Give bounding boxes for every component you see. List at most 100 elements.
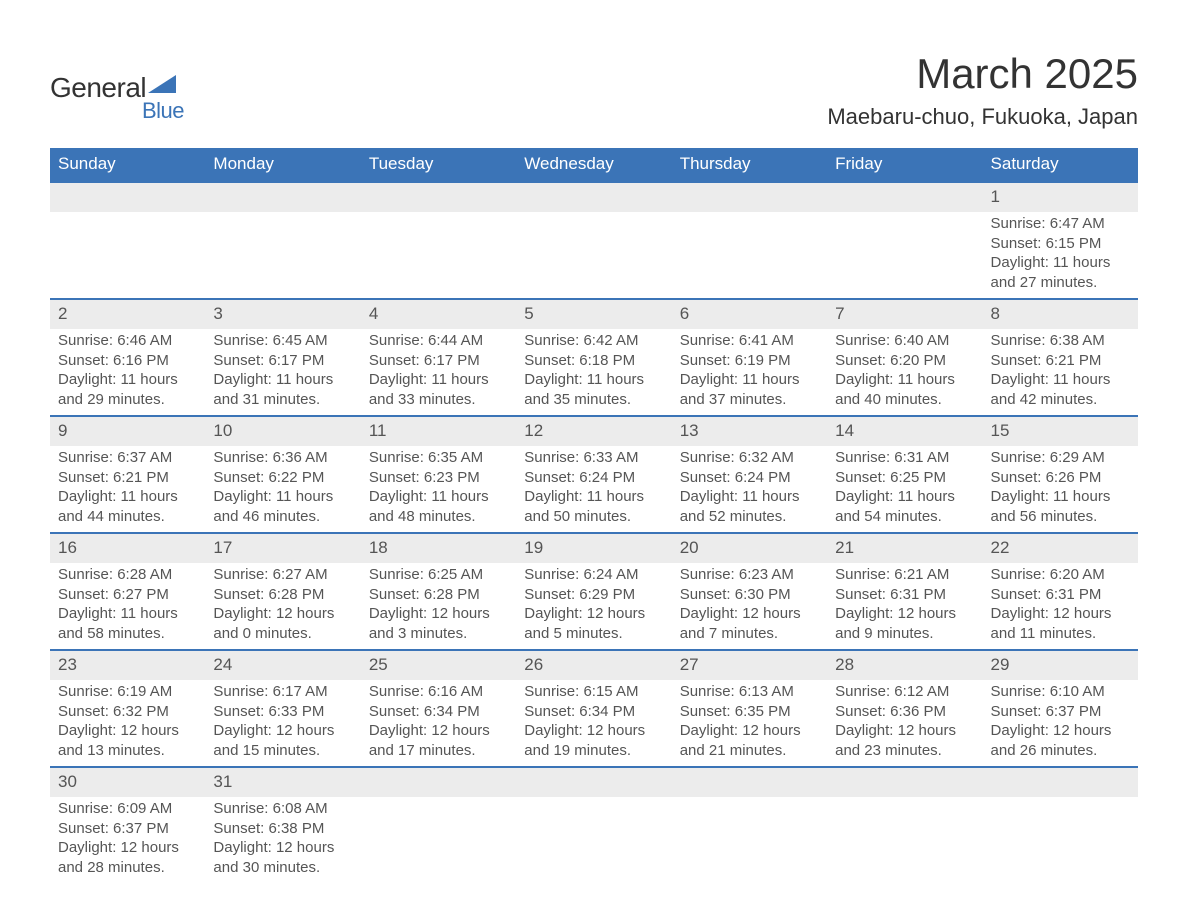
day-data-cell: Sunrise: 6:40 AMSunset: 6:20 PMDaylight:… (827, 329, 982, 416)
day-dl2: and 44 minutes. (58, 507, 197, 527)
day-dl1: Daylight: 11 hours (369, 487, 508, 507)
day-dl1: Daylight: 11 hours (680, 370, 819, 390)
day-number-cell (361, 767, 516, 797)
day-number-cell: 12 (516, 416, 671, 446)
day-dl1: Daylight: 11 hours (991, 370, 1130, 390)
weekday-header: Tuesday (361, 148, 516, 182)
day-ss: Sunset: 6:38 PM (213, 819, 352, 839)
day-number-cell: 3 (205, 299, 360, 329)
day-dl2: and 33 minutes. (369, 390, 508, 410)
day-data-cell: Sunrise: 6:37 AMSunset: 6:21 PMDaylight:… (50, 446, 205, 533)
day-data-cell: Sunrise: 6:09 AMSunset: 6:37 PMDaylight:… (50, 797, 205, 883)
day-dl2: and 26 minutes. (991, 741, 1130, 761)
day-ss: Sunset: 6:36 PM (835, 702, 974, 722)
day-number-row: 23242526272829 (50, 650, 1138, 680)
day-dl2: and 29 minutes. (58, 390, 197, 410)
day-data-cell (516, 797, 671, 883)
day-dl2: and 35 minutes. (524, 390, 663, 410)
day-sr: Sunrise: 6:10 AM (991, 682, 1130, 702)
day-dl2: and 7 minutes. (680, 624, 819, 644)
day-ss: Sunset: 6:17 PM (213, 351, 352, 371)
weekday-header: Monday (205, 148, 360, 182)
day-dl1: Daylight: 12 hours (991, 721, 1130, 741)
day-dl2: and 48 minutes. (369, 507, 508, 527)
day-dl1: Daylight: 11 hours (524, 487, 663, 507)
day-data-cell (983, 797, 1138, 883)
day-dl2: and 0 minutes. (213, 624, 352, 644)
weekday-header: Friday (827, 148, 982, 182)
day-number-cell: 23 (50, 650, 205, 680)
day-number-cell: 17 (205, 533, 360, 563)
day-number-cell: 6 (672, 299, 827, 329)
day-dl2: and 30 minutes. (213, 858, 352, 878)
day-dl1: Daylight: 11 hours (369, 370, 508, 390)
day-sr: Sunrise: 6:29 AM (991, 448, 1130, 468)
day-dl1: Daylight: 12 hours (835, 721, 974, 741)
day-ss: Sunset: 6:35 PM (680, 702, 819, 722)
day-ss: Sunset: 6:34 PM (369, 702, 508, 722)
weekday-header: Wednesday (516, 148, 671, 182)
day-data-cell: Sunrise: 6:24 AMSunset: 6:29 PMDaylight:… (516, 563, 671, 650)
day-data-cell: Sunrise: 6:19 AMSunset: 6:32 PMDaylight:… (50, 680, 205, 767)
day-dl2: and 3 minutes. (369, 624, 508, 644)
day-dl1: Daylight: 12 hours (369, 721, 508, 741)
day-ss: Sunset: 6:27 PM (58, 585, 197, 605)
day-data-cell: Sunrise: 6:35 AMSunset: 6:23 PMDaylight:… (361, 446, 516, 533)
day-sr: Sunrise: 6:16 AM (369, 682, 508, 702)
day-ss: Sunset: 6:24 PM (680, 468, 819, 488)
day-sr: Sunrise: 6:25 AM (369, 565, 508, 585)
day-data-cell: Sunrise: 6:32 AMSunset: 6:24 PMDaylight:… (672, 446, 827, 533)
day-data-cell (516, 212, 671, 299)
day-ss: Sunset: 6:29 PM (524, 585, 663, 605)
day-data-cell (361, 212, 516, 299)
day-number-cell (827, 767, 982, 797)
weekday-header: Saturday (983, 148, 1138, 182)
day-dl2: and 54 minutes. (835, 507, 974, 527)
day-dl1: Daylight: 11 hours (991, 487, 1130, 507)
day-ss: Sunset: 6:30 PM (680, 585, 819, 605)
day-data-cell: Sunrise: 6:08 AMSunset: 6:38 PMDaylight:… (205, 797, 360, 883)
day-dl2: and 21 minutes. (680, 741, 819, 761)
day-data-cell: Sunrise: 6:27 AMSunset: 6:28 PMDaylight:… (205, 563, 360, 650)
day-number-cell: 11 (361, 416, 516, 446)
day-ss: Sunset: 6:24 PM (524, 468, 663, 488)
day-number-cell (827, 182, 982, 212)
day-ss: Sunset: 6:31 PM (835, 585, 974, 605)
day-sr: Sunrise: 6:15 AM (524, 682, 663, 702)
day-number-row: 1 (50, 182, 1138, 212)
day-dl2: and 46 minutes. (213, 507, 352, 527)
day-sr: Sunrise: 6:23 AM (680, 565, 819, 585)
day-data-cell: Sunrise: 6:46 AMSunset: 6:16 PMDaylight:… (50, 329, 205, 416)
day-dl2: and 19 minutes. (524, 741, 663, 761)
day-number-cell: 8 (983, 299, 1138, 329)
day-sr: Sunrise: 6:45 AM (213, 331, 352, 351)
day-number-cell: 18 (361, 533, 516, 563)
day-data-cell: Sunrise: 6:45 AMSunset: 6:17 PMDaylight:… (205, 329, 360, 416)
day-sr: Sunrise: 6:35 AM (369, 448, 508, 468)
day-dl1: Daylight: 11 hours (213, 487, 352, 507)
day-data-cell: Sunrise: 6:29 AMSunset: 6:26 PMDaylight:… (983, 446, 1138, 533)
day-ss: Sunset: 6:34 PM (524, 702, 663, 722)
day-ss: Sunset: 6:19 PM (680, 351, 819, 371)
day-dl2: and 11 minutes. (991, 624, 1130, 644)
day-number-cell: 26 (516, 650, 671, 680)
day-data-cell: Sunrise: 6:38 AMSunset: 6:21 PMDaylight:… (983, 329, 1138, 416)
day-ss: Sunset: 6:18 PM (524, 351, 663, 371)
day-dl2: and 23 minutes. (835, 741, 974, 761)
day-sr: Sunrise: 6:17 AM (213, 682, 352, 702)
brand-logo: General Blue (50, 50, 184, 124)
day-sr: Sunrise: 6:21 AM (835, 565, 974, 585)
calendar-body: 1Sunrise: 6:47 AMSunset: 6:15 PMDaylight… (50, 182, 1138, 883)
day-dl2: and 40 minutes. (835, 390, 974, 410)
day-sr: Sunrise: 6:33 AM (524, 448, 663, 468)
day-data-cell: Sunrise: 6:47 AMSunset: 6:15 PMDaylight:… (983, 212, 1138, 299)
day-number-row: 2345678 (50, 299, 1138, 329)
weekday-header: Thursday (672, 148, 827, 182)
day-number-cell (361, 182, 516, 212)
day-dl1: Daylight: 12 hours (524, 721, 663, 741)
day-data-row: Sunrise: 6:09 AMSunset: 6:37 PMDaylight:… (50, 797, 1138, 883)
day-sr: Sunrise: 6:20 AM (991, 565, 1130, 585)
day-dl1: Daylight: 11 hours (213, 370, 352, 390)
day-dl1: Daylight: 11 hours (58, 370, 197, 390)
day-dl1: Daylight: 12 hours (680, 604, 819, 624)
